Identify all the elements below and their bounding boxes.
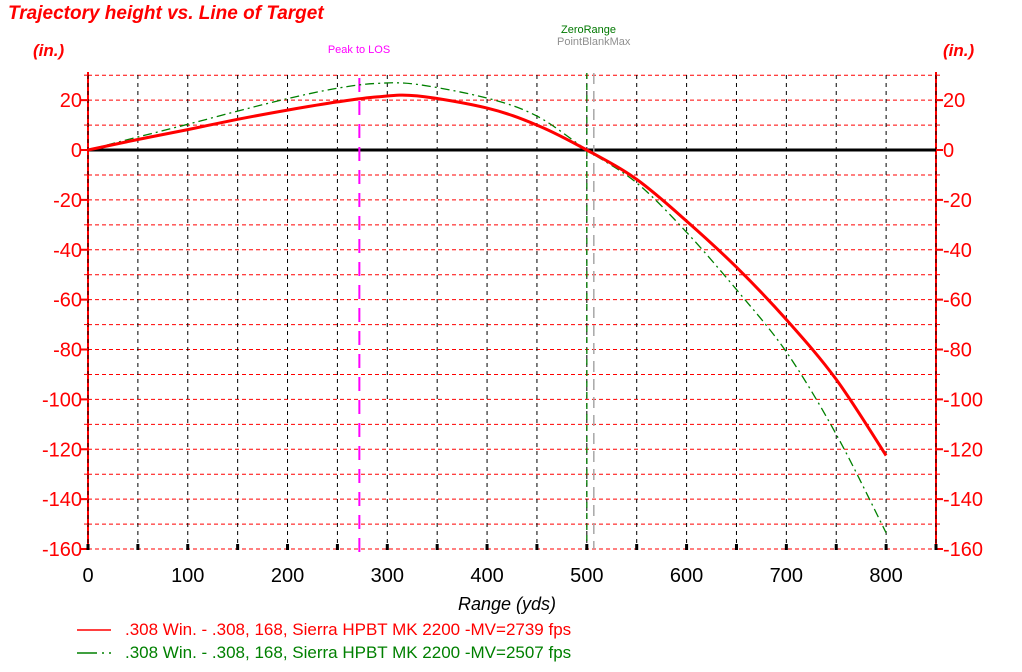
y-tick-label: 0 — [943, 140, 954, 162]
x-tick-label: 400 — [470, 565, 503, 587]
x-tick — [685, 544, 689, 550]
legend-item-green: .308 Win. - .308, 168, Sierra HPBT MK 22… — [77, 641, 571, 664]
y-tick-label: 0 — [71, 140, 82, 162]
y-tick-label: -20 — [943, 190, 972, 212]
y-tick-label: -60 — [53, 290, 82, 312]
x-tick-label: 800 — [869, 565, 902, 587]
x-axis-title: Range (yds) — [457, 594, 557, 614]
x-tick — [734, 544, 738, 550]
y-tick-label: -140 — [42, 489, 82, 511]
x-tick — [485, 544, 489, 550]
x-tick — [186, 544, 190, 550]
x-tick — [335, 544, 339, 550]
point-blank-max-label: PointBlankMax — [557, 36, 631, 48]
x-tick — [784, 544, 788, 550]
y-tick-label: -40 — [53, 240, 82, 262]
y-tick-label: -20 — [53, 190, 82, 212]
trajectory-plot: 20 200 0-20 -20-40 -40-60 -60-80 -80-100 -100-1… — [42, 72, 983, 587]
trajectory-curve — [87, 93, 888, 457]
x-tick-label: 500 — [570, 565, 603, 587]
y-tick-label: -160 — [943, 539, 983, 561]
y-tick-label: -80 — [53, 340, 82, 362]
x-tick — [535, 544, 539, 550]
legend-label: .308 Win. - .308, 168, Sierra HPBT MK 22… — [125, 642, 572, 662]
x-tick — [435, 544, 439, 550]
legend-swatch-dash-dot-icon — [77, 651, 111, 654]
y-tick-label: -120 — [42, 439, 82, 461]
y-tick-label: -140 — [943, 489, 983, 511]
y-tick-label: -40 — [943, 240, 972, 262]
chart-title: Trajectory height vs. Line of Target — [8, 3, 324, 24]
x-tick — [635, 544, 639, 550]
legend-item-red: .308 Win. - .308, 168, Sierra HPBT MK 22… — [77, 618, 571, 641]
y-axis-unit-right: (in.) — [943, 41, 975, 60]
y-tick-label: -120 — [943, 439, 983, 461]
y-tick-label: -160 — [42, 539, 82, 561]
x-tick — [136, 544, 140, 550]
x-tick-label: 200 — [271, 565, 304, 587]
y-tick-label: -100 — [943, 389, 983, 411]
x-tick-label: 0 — [82, 565, 93, 587]
x-tick-label: 600 — [670, 565, 703, 587]
x-tick — [385, 544, 389, 550]
x-tick — [236, 544, 240, 550]
legend-swatch-solid-icon — [77, 628, 111, 631]
y-tick-label: 20 — [943, 90, 965, 112]
x-tick — [934, 544, 938, 550]
y-tick-label: -60 — [943, 290, 972, 312]
x-tick — [884, 544, 888, 550]
trajectory-curve — [87, 82, 887, 534]
y-tick-label: -100 — [42, 389, 82, 411]
legend-label: .308 Win. - .308, 168, Sierra HPBT MK 22… — [125, 619, 572, 639]
x-tick — [86, 544, 90, 550]
legend: .308 Win. - .308, 168, Sierra HPBT MK 22… — [77, 618, 571, 664]
peak-to-los-label: Peak to LOS — [327, 44, 391, 56]
y-tick-label: -80 — [943, 340, 972, 362]
x-tick — [286, 544, 290, 550]
x-tick — [834, 544, 838, 550]
y-tick-label: 20 — [60, 90, 82, 112]
x-tick-label: 700 — [770, 565, 803, 587]
x-tick-label: 300 — [371, 565, 404, 587]
x-tick — [585, 544, 589, 550]
zero-range-label: ZeroRange — [561, 24, 617, 36]
y-axis-unit-left: (in.) — [33, 41, 65, 60]
x-tick-label: 100 — [171, 565, 204, 587]
